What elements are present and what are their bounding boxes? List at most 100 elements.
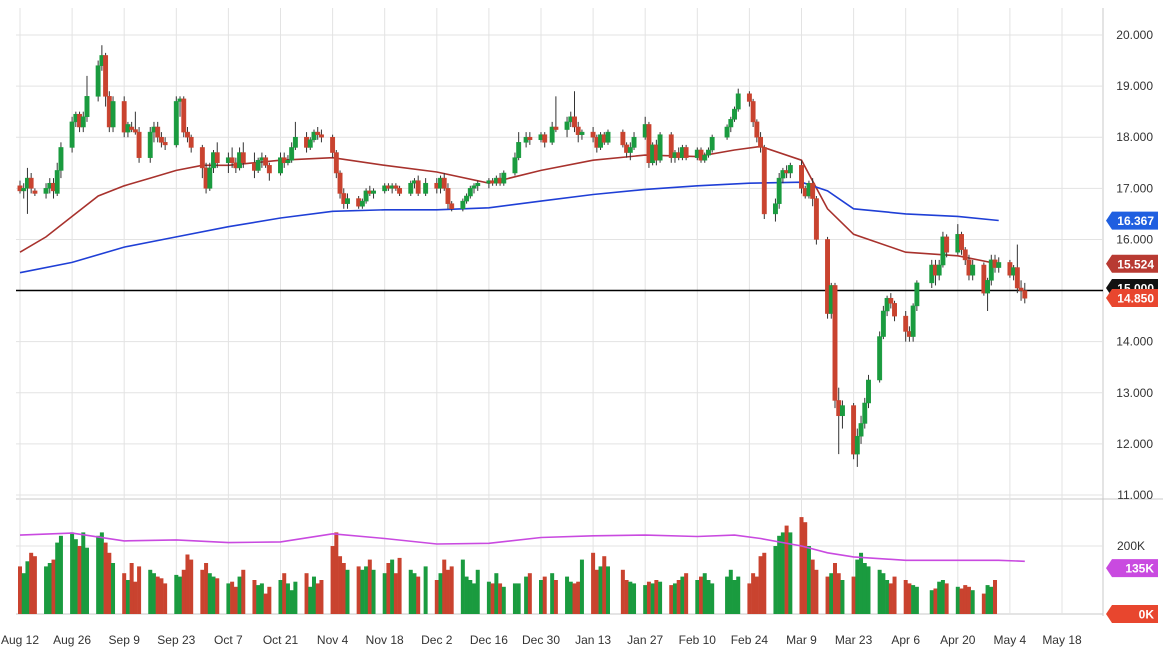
- volume-bar: [111, 563, 116, 614]
- volume-bar: [96, 535, 101, 614]
- volume-bar: [122, 573, 127, 614]
- candle-body: [136, 131, 142, 158]
- volume-bar: [267, 586, 272, 614]
- volume-bar: [732, 580, 737, 614]
- volume-tick-label: 200K: [1117, 539, 1145, 553]
- candle-body: [981, 264, 987, 294]
- candle-body: [285, 159, 291, 164]
- volume-bar: [490, 583, 495, 614]
- time-tick-label: Mar 9: [786, 633, 817, 647]
- volume-bar: [959, 588, 964, 614]
- volume-bar: [32, 556, 37, 614]
- volume-bar: [412, 573, 417, 614]
- volume-bar: [937, 581, 942, 614]
- volume-bar: [311, 576, 316, 614]
- candle-body: [903, 315, 909, 332]
- volume-bar: [442, 559, 447, 614]
- candle-body: [750, 101, 756, 123]
- volume-bar: [803, 522, 808, 614]
- candle-body: [337, 172, 343, 194]
- volume-bar: [207, 573, 212, 614]
- candle-body: [460, 200, 466, 210]
- volume-bar: [107, 552, 112, 614]
- candle-body: [423, 182, 429, 194]
- candle-body: [54, 170, 60, 194]
- candle-body: [936, 264, 942, 276]
- price-label-14-850-bg: [1106, 289, 1158, 307]
- candle-body: [683, 147, 689, 158]
- volume-bar: [565, 576, 570, 614]
- candle-body: [266, 165, 272, 174]
- volume-bar: [966, 586, 971, 614]
- volume-bar: [174, 574, 179, 614]
- volume-bar: [382, 573, 387, 614]
- volume-bar: [825, 576, 830, 614]
- candle-body: [1022, 290, 1028, 299]
- candle-body: [393, 185, 399, 189]
- volume-bar: [341, 563, 346, 614]
- volume-bar: [981, 593, 986, 614]
- volume-bar: [516, 583, 521, 614]
- volume-bar: [133, 581, 138, 614]
- volume-bar: [572, 583, 577, 614]
- volume-bar: [877, 569, 882, 614]
- volume-bar: [993, 580, 998, 614]
- candle-body: [345, 198, 350, 204]
- candle-body: [188, 136, 194, 148]
- volume-bar: [259, 583, 264, 614]
- volume-bar: [241, 569, 246, 614]
- volume-bar: [129, 563, 134, 614]
- volume-bar: [989, 586, 994, 614]
- time-tick-label: Apr 6: [891, 633, 920, 647]
- candle-body: [832, 285, 838, 401]
- volume-bar: [494, 573, 499, 614]
- volume-bar: [672, 583, 677, 614]
- volume-bar: [784, 525, 789, 614]
- volume-bar: [125, 580, 130, 614]
- candle-body: [80, 116, 86, 128]
- volume-bar: [44, 566, 49, 614]
- candle-body: [709, 136, 715, 151]
- volume-bar: [576, 581, 581, 614]
- volume-bar: [70, 532, 75, 614]
- candle-body: [278, 157, 283, 174]
- candle-body: [162, 142, 168, 146]
- volume-label-135K: 135K: [1106, 559, 1158, 578]
- candle-body: [706, 149, 711, 156]
- candle-body: [69, 121, 75, 148]
- candle-body: [735, 93, 741, 110]
- price-tick-label: 14.000: [1116, 335, 1153, 349]
- volume-bar: [806, 546, 811, 614]
- candle-body: [158, 136, 164, 143]
- volume-bar: [29, 552, 34, 614]
- volume-bar: [416, 576, 421, 614]
- price-label-16-367-bg: [1106, 211, 1158, 230]
- volume-bar: [866, 566, 871, 614]
- volume-bar: [151, 573, 156, 614]
- time-tick-label: Feb 24: [731, 633, 769, 647]
- volume-bar: [181, 569, 186, 614]
- volume-bar: [189, 559, 194, 614]
- price-tick-label: 19.000: [1116, 79, 1153, 93]
- candle-body: [914, 282, 920, 307]
- volume-bar: [498, 583, 503, 614]
- candle-body: [199, 147, 205, 169]
- time-tick-label: Feb 10: [679, 633, 717, 647]
- volume-bar: [338, 556, 343, 614]
- candle-body: [467, 188, 473, 197]
- volume-bar: [676, 580, 681, 614]
- volume-bar: [84, 547, 89, 614]
- candle-body: [359, 200, 365, 207]
- volume-bar: [773, 546, 778, 614]
- volume-bar: [226, 583, 231, 614]
- candle-body: [315, 131, 321, 135]
- candle-body: [207, 167, 213, 189]
- candle-body: [415, 180, 421, 194]
- volume-label-135K-bg: [1106, 559, 1158, 578]
- volume-bar: [970, 590, 975, 614]
- volume-bar: [460, 559, 465, 614]
- volume-bar: [472, 583, 477, 614]
- volume-bar: [780, 532, 785, 614]
- volume-bar: [859, 552, 864, 614]
